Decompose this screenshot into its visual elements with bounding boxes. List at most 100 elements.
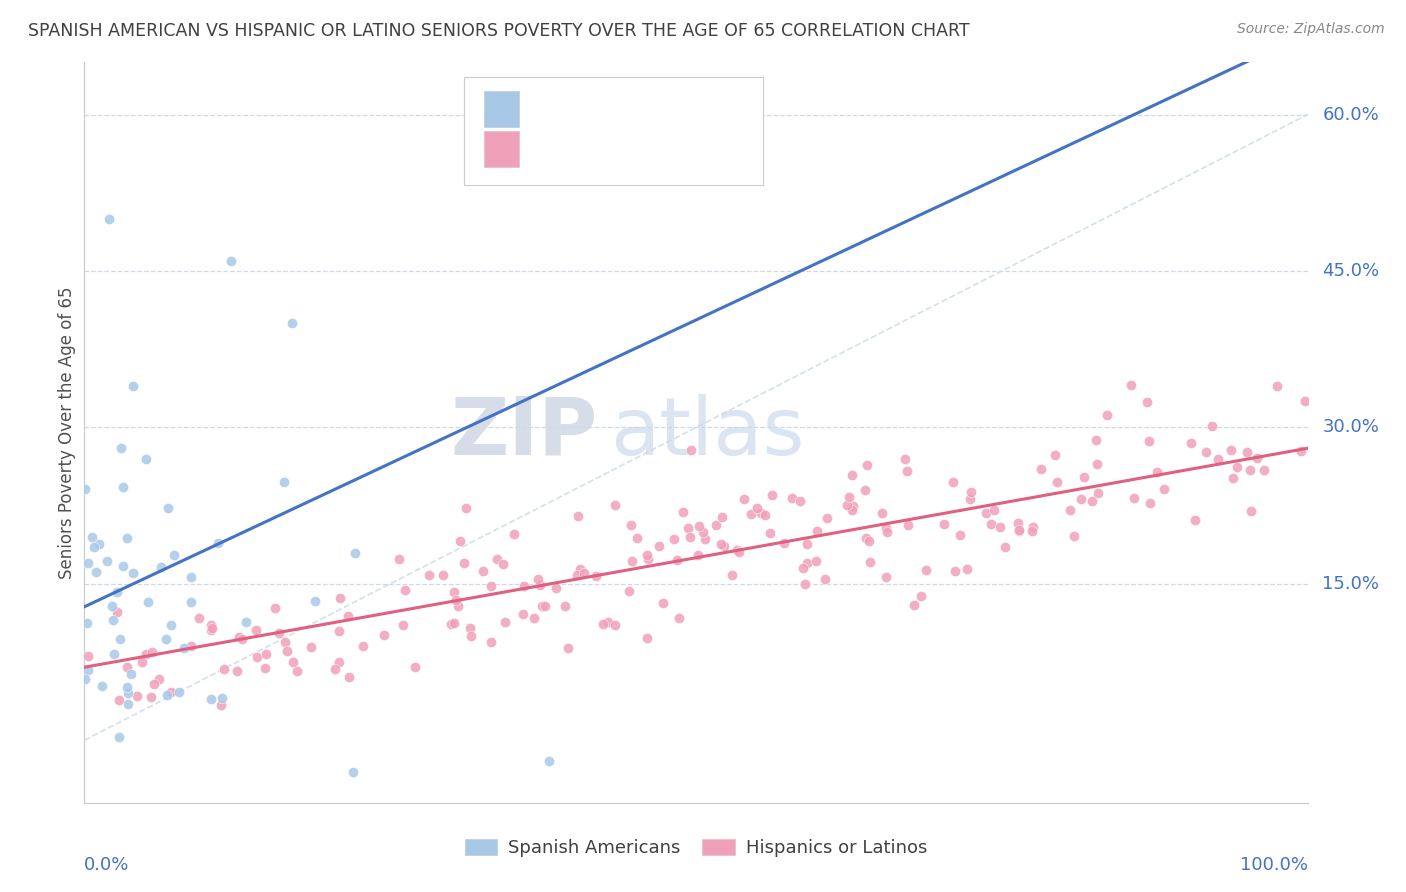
Point	[73, 482, 96, 496]
Point	[328, 655, 350, 669]
Point	[1240, 503, 1263, 517]
Point	[894, 451, 917, 466]
Point	[897, 518, 920, 533]
Point	[82, 530, 104, 544]
Point	[1226, 459, 1249, 474]
Y-axis label: Seniors Poverty Over the Age of 65: Seniors Poverty Over the Age of 65	[58, 286, 76, 579]
Point	[443, 585, 465, 599]
Point	[391, 618, 413, 632]
Point	[813, 572, 835, 586]
Point	[621, 554, 644, 568]
Point	[394, 582, 416, 597]
Point	[672, 505, 695, 519]
Point	[1246, 451, 1268, 466]
Point	[679, 530, 702, 544]
Point	[959, 491, 981, 506]
Point	[1146, 465, 1168, 479]
Point	[554, 599, 576, 613]
Point	[404, 660, 426, 674]
Point	[1291, 444, 1313, 458]
Point	[1184, 513, 1206, 527]
Point	[796, 556, 818, 570]
Point	[304, 594, 326, 608]
Point	[688, 518, 710, 533]
Point	[761, 487, 783, 501]
Point	[503, 526, 526, 541]
Point	[1081, 493, 1104, 508]
Point	[1045, 448, 1067, 462]
Point	[942, 475, 965, 489]
Point	[112, 480, 135, 494]
Point	[285, 665, 308, 679]
Point	[1059, 503, 1081, 517]
Point	[713, 539, 735, 553]
Point	[636, 631, 658, 645]
Point	[342, 764, 364, 779]
Point	[108, 730, 131, 744]
Point	[328, 624, 350, 639]
Point	[648, 539, 671, 553]
Point	[122, 378, 145, 392]
Point	[136, 595, 159, 609]
Point	[538, 754, 561, 768]
Point	[754, 508, 776, 523]
Point	[149, 560, 172, 574]
Point	[789, 494, 811, 508]
Point	[617, 584, 640, 599]
Point	[704, 517, 727, 532]
Point	[636, 548, 658, 562]
Point	[1073, 470, 1095, 484]
Point	[276, 644, 298, 658]
Point	[76, 616, 98, 631]
Point	[838, 490, 860, 504]
Point	[235, 615, 257, 629]
Point	[1206, 452, 1229, 467]
Point	[676, 521, 699, 535]
Text: R = 0.224   N =  51: R = 0.224 N = 51	[531, 100, 723, 119]
Point	[896, 464, 918, 478]
Point	[453, 556, 475, 570]
Point	[662, 532, 685, 546]
Point	[792, 561, 814, 575]
Point	[336, 609, 359, 624]
Point	[512, 607, 534, 621]
Point	[141, 645, 163, 659]
Point	[281, 656, 304, 670]
Point	[91, 679, 114, 693]
Point	[903, 598, 925, 612]
Point	[111, 558, 134, 573]
Point	[853, 483, 876, 498]
Point	[710, 537, 733, 551]
Point	[994, 540, 1017, 554]
Point	[620, 518, 643, 533]
Point	[740, 507, 762, 521]
Point	[274, 634, 297, 648]
Point	[759, 526, 782, 541]
Point	[1153, 482, 1175, 496]
Point	[110, 442, 132, 456]
Point	[212, 662, 235, 676]
Point	[281, 316, 304, 330]
Point	[688, 549, 710, 563]
Point	[122, 566, 145, 580]
Text: 45.0%: 45.0%	[1322, 262, 1379, 280]
Point	[373, 628, 395, 642]
Point	[855, 531, 877, 545]
Point	[352, 639, 374, 653]
Point	[1219, 443, 1241, 458]
Text: 30.0%: 30.0%	[1322, 418, 1379, 436]
Point	[1139, 496, 1161, 510]
Point	[1122, 491, 1144, 505]
Point	[1007, 516, 1029, 530]
Point	[479, 634, 502, 648]
Point	[557, 640, 579, 655]
Point	[440, 617, 463, 632]
Point	[1194, 445, 1216, 459]
Text: atlas: atlas	[610, 393, 804, 472]
Point	[1239, 463, 1261, 477]
Point	[200, 621, 222, 635]
Point	[273, 475, 295, 489]
Point	[988, 520, 1011, 534]
Point	[1084, 434, 1107, 448]
Point	[747, 500, 769, 515]
